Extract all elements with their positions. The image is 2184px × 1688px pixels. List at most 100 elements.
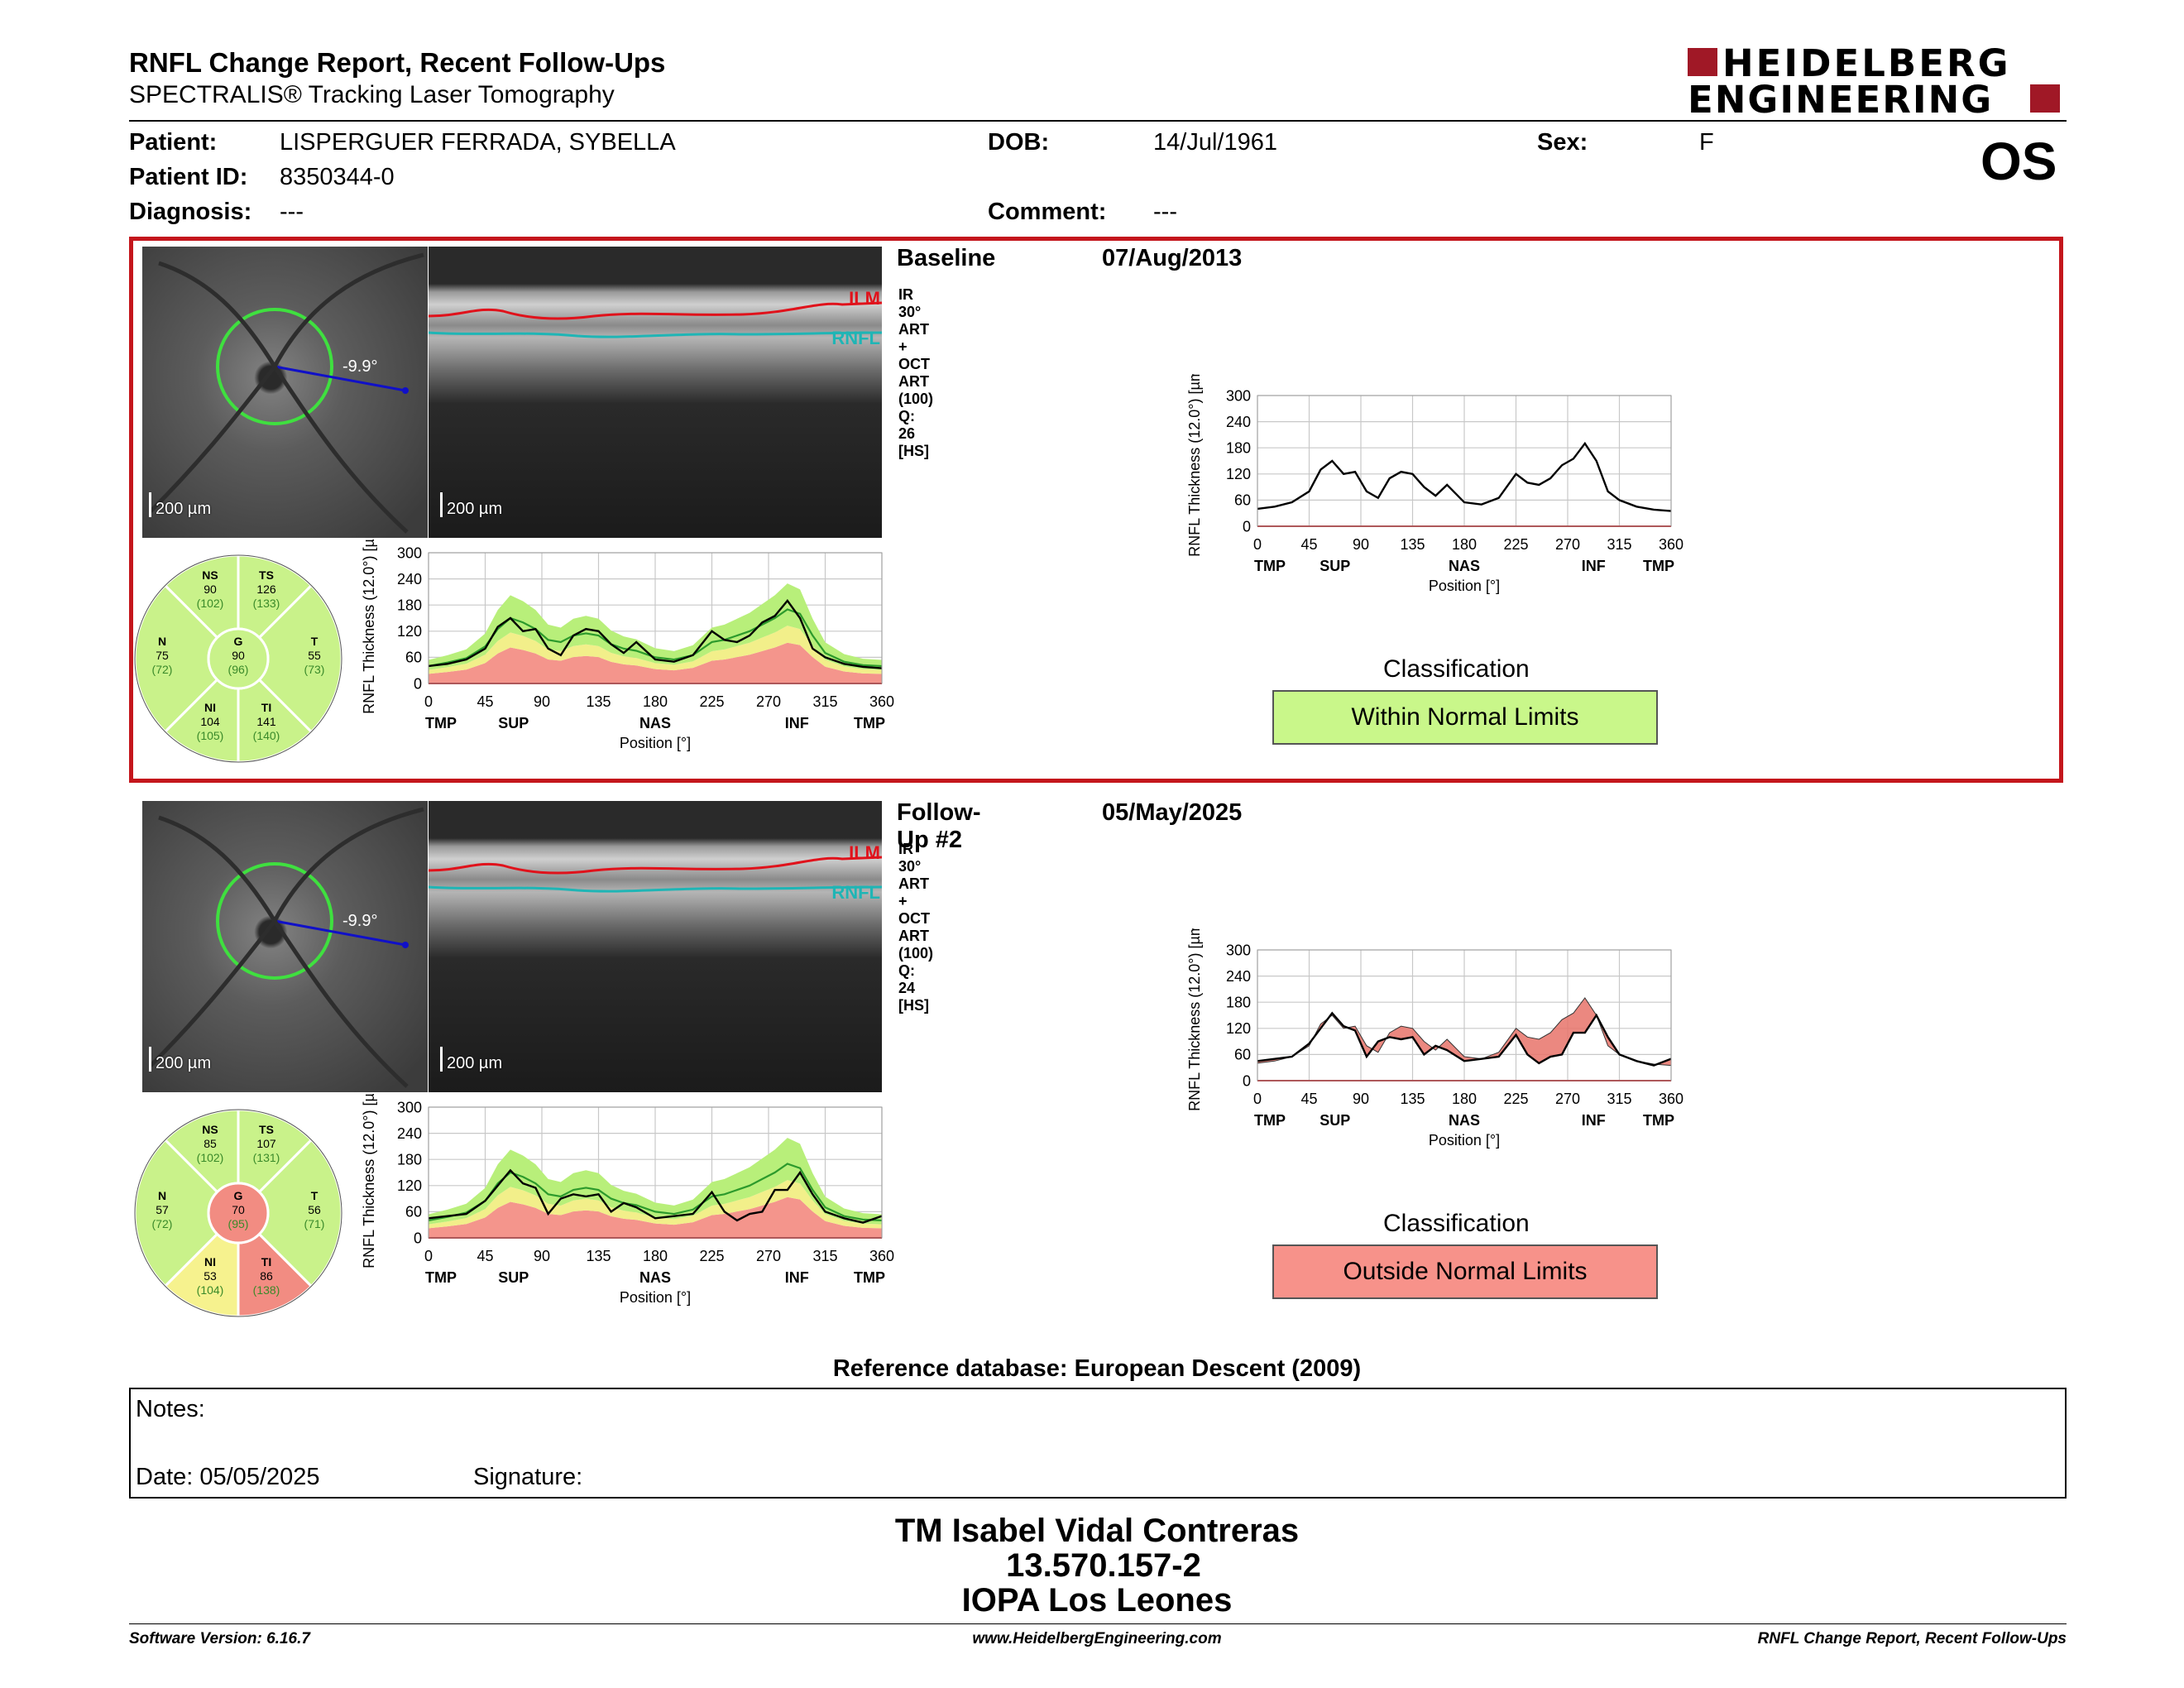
patient-label: Patient: (129, 129, 218, 156)
sector-value: 126 (256, 583, 276, 596)
y-tick-label: 180 (397, 597, 422, 614)
x-tick-label: 180 (1452, 1091, 1477, 1107)
notes-label: Notes: (136, 1396, 205, 1422)
region-label: SUP (498, 1269, 529, 1286)
classification-box: Outside Normal Limits (1272, 1244, 1658, 1299)
sector-value: 75 (156, 649, 169, 662)
rnfl-profile-chart: 0 60 120 180 240 300 0 45 90 135 180 225 270 315 360 TM… (361, 1094, 894, 1306)
y-tick-label: 0 (414, 1230, 422, 1246)
sector-reference: (105) (197, 729, 224, 742)
oct-scale: 200 µm (439, 1047, 503, 1072)
sector-name: TI (261, 701, 271, 714)
sector-value: 57 (156, 1203, 169, 1216)
dob-label: DOB: (988, 129, 1050, 156)
sector-reference: (96) (228, 663, 249, 676)
sector-name: TI (261, 1255, 271, 1268)
region-label: TMP (854, 715, 885, 731)
x-axis-label: Position [°] (1429, 578, 1500, 594)
sector-reference: (131) (253, 1151, 280, 1164)
y-axis-label: RNFL Thickness (12.0°) [µm] (1186, 374, 1203, 557)
x-tick-label: 270 (756, 693, 781, 710)
sector-name: G (234, 1189, 243, 1202)
footer-url[interactable]: www.HeidelbergEngineering.com (972, 1630, 1222, 1647)
sector-value: 107 (256, 1137, 276, 1150)
y-tick-label: 300 (1226, 942, 1251, 958)
sector-name: NS (202, 568, 218, 582)
sector-name: N (158, 635, 166, 648)
sector-value: 90 (232, 649, 245, 662)
region-label: NAS (1449, 558, 1480, 574)
y-tick-label: 60 (405, 1204, 422, 1220)
report-title: RNFL Change Report, Recent Follow-Ups (129, 47, 666, 78)
x-tick-label: 225 (1503, 536, 1528, 553)
oct-scale: 200 µm (439, 492, 503, 518)
signoff-name: TM Isabel Vidal Contreras (894, 1513, 1300, 1549)
x-tick-label: 225 (699, 693, 724, 710)
patient-name: LISPERGUER FERRADA, SYBELLA (280, 129, 676, 156)
sex-value: F (1699, 129, 1714, 156)
y-tick-label: 180 (1226, 440, 1251, 457)
exam-label: Baseline (897, 245, 996, 271)
plot-frame (1257, 949, 1672, 1081)
sector-reference: (140) (253, 729, 280, 742)
y-tick-label: 0 (1243, 518, 1251, 535)
sector-name: TS (259, 1123, 274, 1136)
y-tick-label: 240 (397, 571, 422, 587)
sector-g (207, 1182, 270, 1244)
rnfl-profile-chart: 0 60 120 180 240 300 0 45 90 135 180 225 270 315 360 TM… (361, 539, 894, 751)
x-tick-label: 45 (477, 693, 493, 710)
fundus-image: -9.9° 200 µm (142, 247, 428, 538)
sector-outline (134, 1109, 342, 1317)
software-version: Software Version: 6.16.7 (129, 1630, 310, 1647)
classification-label: Classification (1383, 1210, 1530, 1237)
scan-angle: -9.9° (342, 357, 378, 376)
sector-reference: (73) (304, 663, 325, 676)
x-tick-label: 45 (477, 1248, 493, 1264)
x-tick-label: 90 (534, 693, 550, 710)
x-tick-label: 315 (1607, 1091, 1631, 1107)
x-tick-label: 90 (534, 1248, 550, 1264)
x-tick-label: 180 (643, 693, 668, 710)
sector-value: 90 (204, 583, 217, 596)
x-axis-label: Position [°] (1429, 1132, 1500, 1149)
rnfl-layer-label: RNFL (831, 328, 880, 348)
scan-angle: -9.9° (342, 912, 378, 930)
sector-reference: (71) (304, 1217, 325, 1230)
sector-reference: (133) (253, 597, 280, 610)
sector-reference: (138) (253, 1283, 280, 1297)
region-label: TMP (854, 1269, 885, 1286)
classification-box: Within Normal Limits (1272, 690, 1658, 745)
sector-reference: (102) (197, 1151, 224, 1164)
x-tick-label: 315 (812, 1248, 837, 1264)
x-tick-label: 45 (1300, 536, 1317, 553)
region-label: TMP (1254, 1112, 1286, 1129)
x-tick-label: 45 (1300, 1091, 1317, 1107)
thickness-line (1257, 1011, 1672, 1067)
ilm-label: ILM (849, 288, 880, 309)
sector-circle: NS90(102)TS126(133)N75(72)G90(96)T55(73)… (133, 554, 343, 764)
x-tick-label: 315 (1607, 536, 1631, 553)
y-tick-label: 60 (1234, 1047, 1251, 1063)
sector-name: NI (204, 701, 216, 714)
sector-value: 55 (308, 649, 321, 662)
diagnosis-label: Diagnosis: (129, 199, 252, 225)
notes-date: Date: 05/05/2025 (136, 1464, 320, 1490)
region-label: NAS (639, 1269, 671, 1286)
sector-reference: (72) (152, 1217, 173, 1230)
y-tick-label: 0 (414, 675, 422, 692)
sex-label: Sex: (1537, 129, 1588, 156)
sector-name: T (311, 1189, 318, 1202)
y-tick-label: 240 (397, 1125, 422, 1142)
region-label: NAS (639, 715, 671, 731)
thickness-line (1257, 441, 1672, 512)
plot-frame (428, 1106, 883, 1239)
sector-value: 56 (308, 1203, 321, 1216)
sector-name: T (311, 635, 318, 648)
exam-date: 07/Aug/2013 (1102, 245, 1243, 271)
x-tick-label: 225 (699, 1248, 724, 1264)
sector-name: NI (204, 1255, 216, 1268)
sector-value: 86 (260, 1269, 273, 1283)
x-axis-label: Position [°] (620, 735, 691, 751)
rnfl-layer-label: RNFL (831, 882, 880, 903)
x-tick-label: 360 (869, 693, 894, 710)
